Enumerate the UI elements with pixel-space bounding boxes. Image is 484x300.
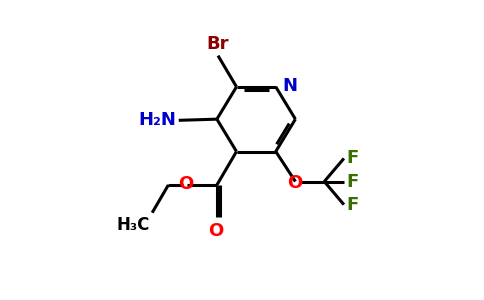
Text: F: F — [346, 172, 359, 190]
Text: H₂N: H₂N — [138, 111, 176, 129]
Text: O: O — [178, 175, 193, 193]
Text: Br: Br — [207, 35, 229, 53]
Text: N: N — [282, 77, 297, 95]
Text: H₃C: H₃C — [117, 216, 150, 234]
Text: O: O — [287, 174, 302, 192]
Text: F: F — [346, 149, 359, 167]
Text: F: F — [346, 196, 359, 214]
Text: O: O — [208, 222, 223, 240]
